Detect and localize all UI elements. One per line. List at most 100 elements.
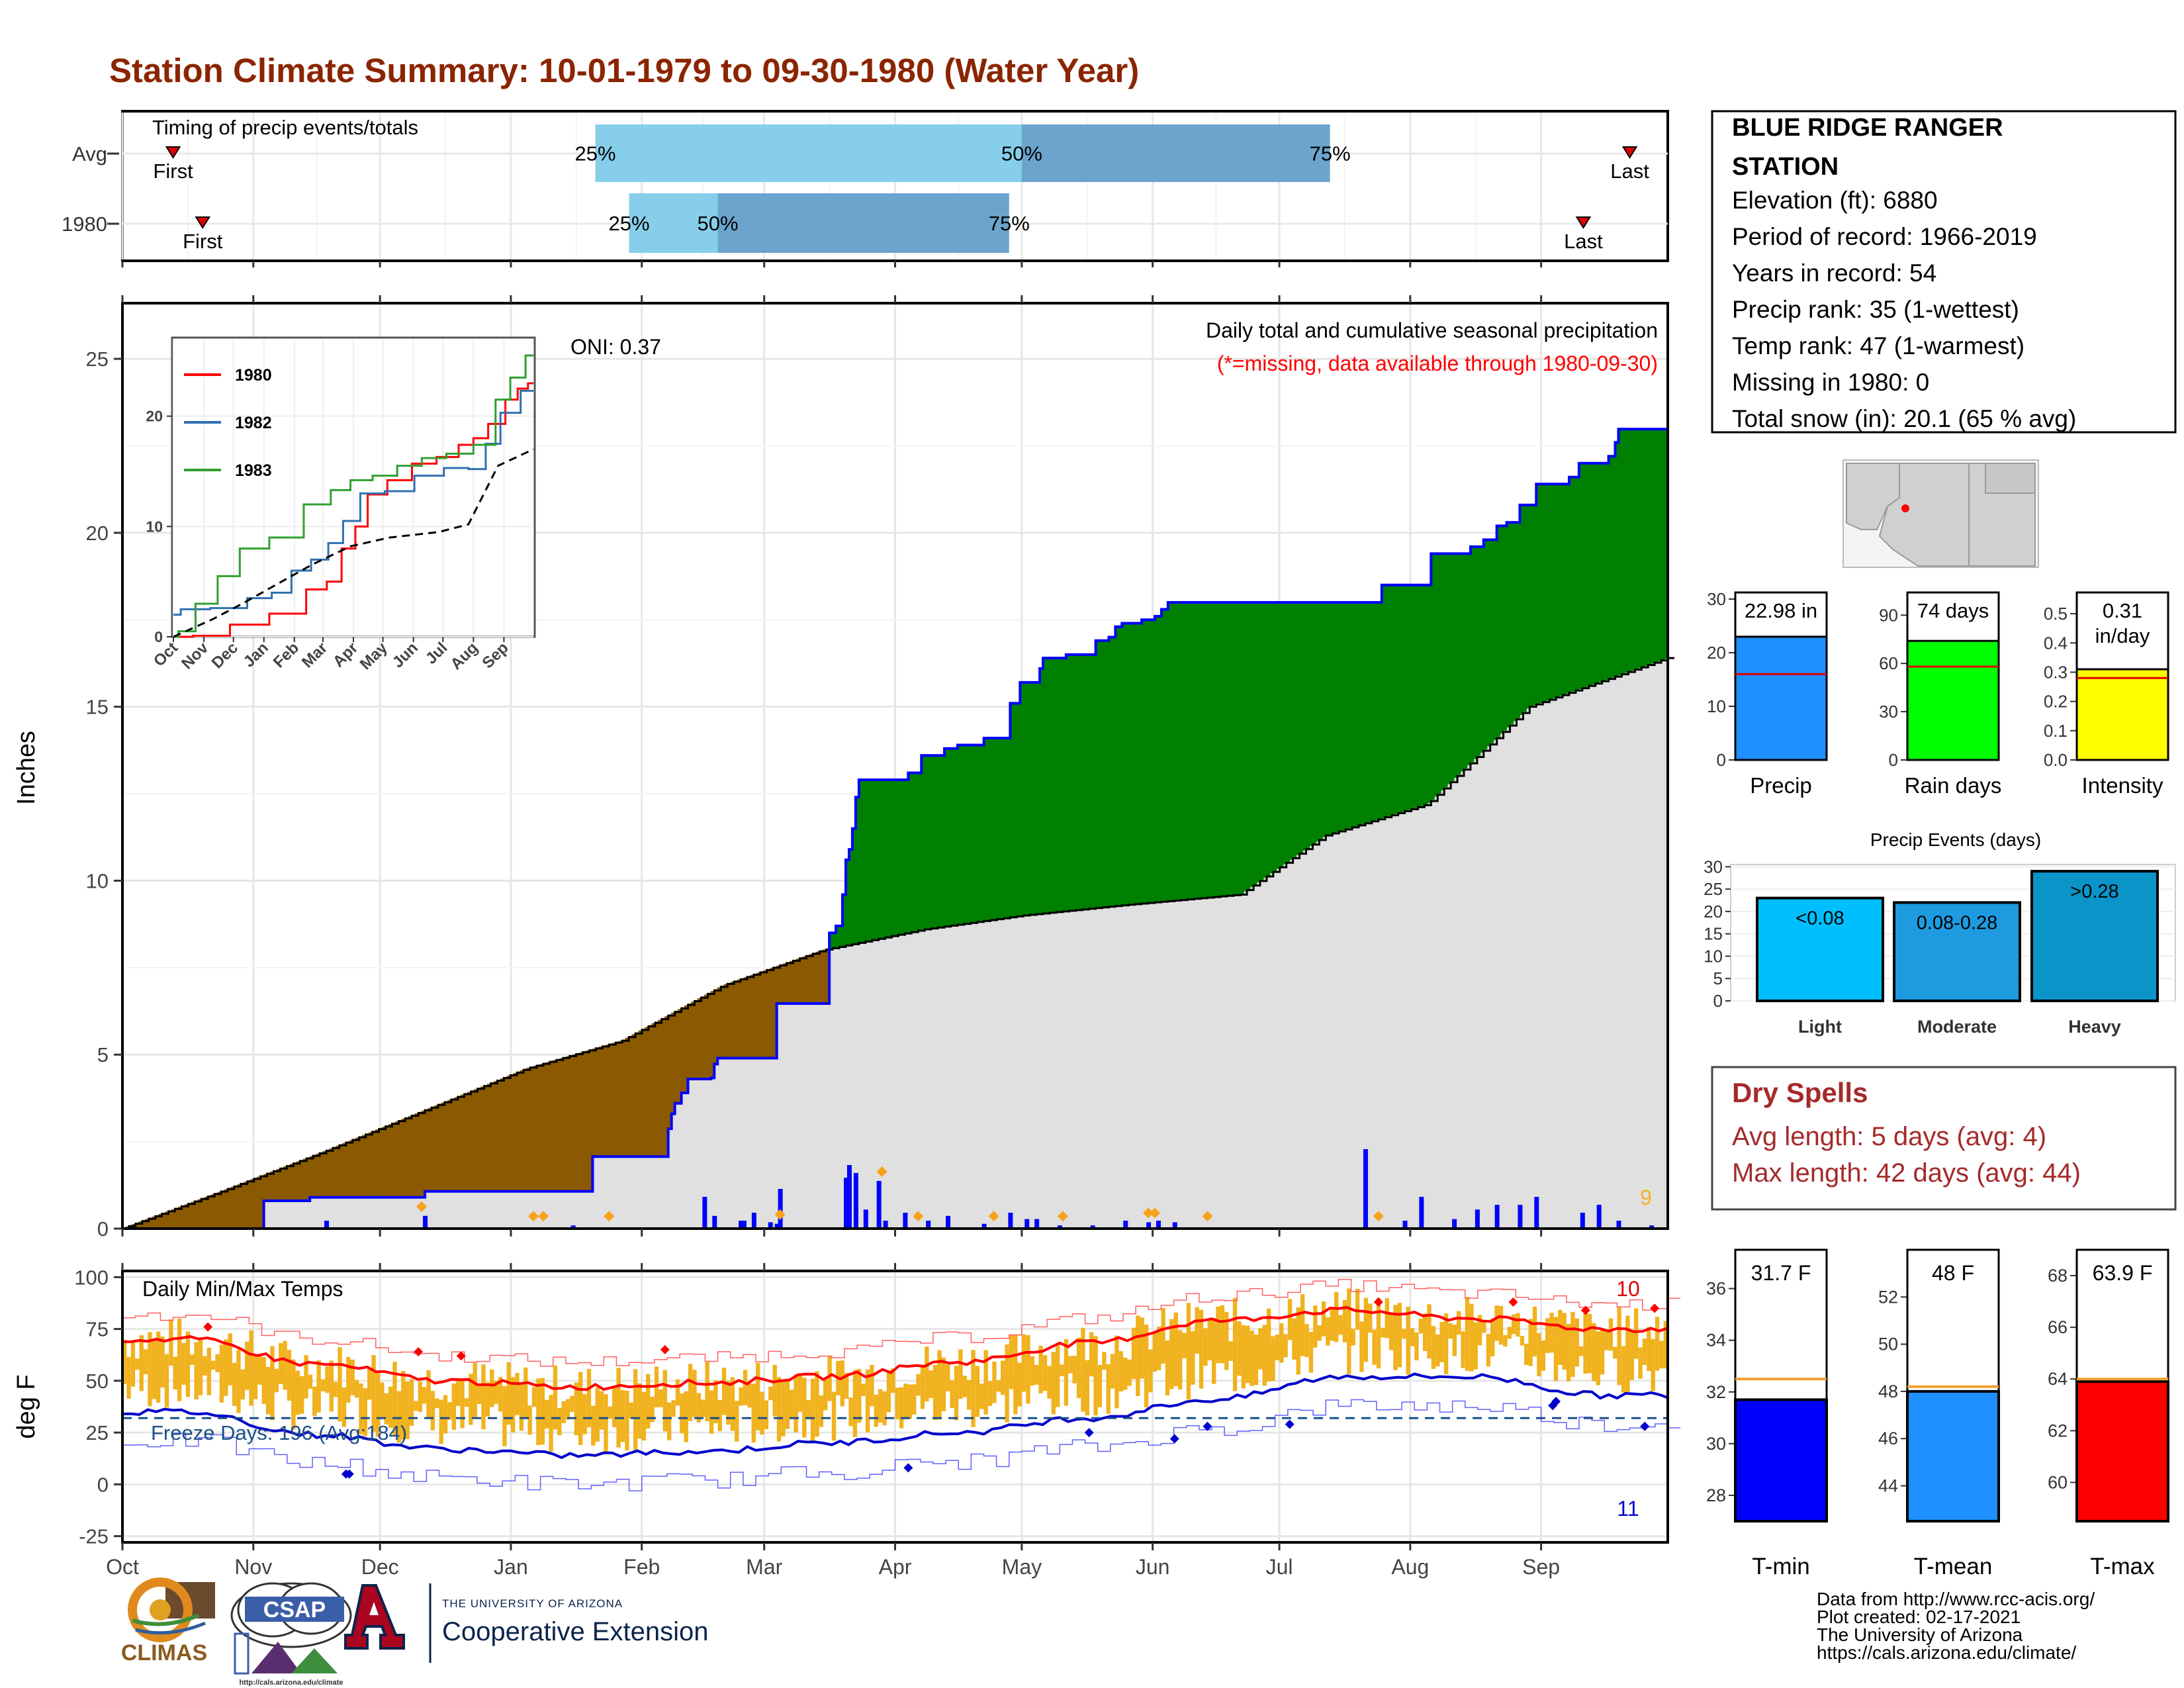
daily-temp-bar — [1482, 1321, 1486, 1333]
daily-temp-bar — [912, 1384, 917, 1415]
daily-temp-bar — [1633, 1308, 1639, 1359]
events-ytick-label: 30 — [1704, 857, 1723, 876]
precip-title: Daily total and cumulative seasonal prec… — [1206, 318, 1658, 342]
daily-precip-bar — [751, 1213, 756, 1229]
daily-temp-bar — [549, 1395, 553, 1452]
events-ytick-label: 5 — [1713, 968, 1723, 988]
daily-temp-bar — [1127, 1359, 1132, 1386]
record-low-marker — [1084, 1428, 1094, 1438]
daily-temp-bar — [367, 1368, 372, 1400]
precip-corner-count: 9 — [1640, 1186, 1652, 1209]
daily-temp-bar — [557, 1407, 562, 1436]
daily-temp-bar — [409, 1379, 414, 1426]
minibar-ytick-label: 60 — [1879, 653, 1898, 673]
timing-label-avg: Avg — [72, 142, 107, 165]
station-info-box: BLUE RIDGE RANGER STATION Elevation (ft)… — [1711, 110, 2177, 434]
daily-temp-bar — [797, 1373, 803, 1412]
daily-precip-bar — [981, 1223, 987, 1229]
daily-temp-bar — [308, 1374, 313, 1389]
daily-temp-bar — [768, 1386, 773, 1401]
tempbar-label: T-max — [2090, 1554, 2155, 1579]
precip-ylabel: Inches — [13, 731, 40, 805]
daily-temp-bar — [582, 1393, 587, 1434]
footer-line-4: https://cals.arizona.edu/climate/ — [1817, 1642, 2076, 1663]
daily-temp-bar — [1553, 1317, 1559, 1382]
events-bar-label: Heavy — [2068, 1017, 2121, 1037]
daily-temp-bar — [1613, 1346, 1617, 1359]
minibar-ytick-label: 0.1 — [2044, 721, 2068, 741]
daily-temp-bar — [1106, 1364, 1111, 1414]
timing-p50-label: 50% — [1001, 142, 1042, 165]
minibar-ytick-label: 0.4 — [2044, 633, 2068, 653]
daily-temp-bar — [392, 1362, 397, 1436]
daily-temp-bar — [1089, 1332, 1094, 1377]
daily-precip-bar — [863, 1209, 868, 1229]
daily-temp-bar — [279, 1342, 283, 1384]
daily-temp-bar — [604, 1394, 608, 1452]
station-name-line1: BLUE RIDGE RANGER — [1732, 114, 2003, 142]
record-low-marker — [1285, 1419, 1295, 1429]
inset-series-1983 — [173, 354, 533, 638]
daily-temp-bar — [625, 1390, 629, 1451]
daily-temp-bar — [996, 1380, 1001, 1392]
daily-precip-bar — [853, 1173, 858, 1229]
temp-ytick-label: 0 — [97, 1473, 109, 1496]
daily-temp-bar — [249, 1330, 253, 1406]
daily-temp-bar — [574, 1382, 579, 1436]
last-marker — [1621, 146, 1638, 159]
daily-temp-bar — [735, 1401, 739, 1442]
record-high-marker — [456, 1351, 466, 1361]
daily-temp-bar — [671, 1400, 676, 1417]
footer-line-3: The University of Arizona — [1817, 1624, 2023, 1645]
daily-temp-bar — [156, 1331, 161, 1403]
daily-temp-bar — [456, 1379, 461, 1406]
daily-temp-bar — [1477, 1315, 1482, 1346]
daily-precip-bar — [846, 1165, 852, 1229]
daily-temp-bar — [477, 1383, 482, 1404]
daily-temp-bar — [865, 1369, 870, 1432]
daily-temp-bar — [954, 1366, 959, 1421]
daily-temp-bar — [721, 1368, 727, 1415]
daily-temp-bar — [772, 1364, 777, 1417]
station-location-dot — [1901, 504, 1909, 512]
daily-temp-bar — [1592, 1323, 1596, 1382]
daily-temp-bar — [1047, 1366, 1052, 1399]
daily-temp-bar — [1283, 1334, 1288, 1358]
daily-temp-bar — [1410, 1328, 1415, 1346]
daily-temp-bar — [401, 1371, 406, 1440]
daily-temp-bar — [962, 1376, 967, 1397]
daily-temp-bar — [261, 1357, 266, 1404]
daily-temp-bar — [696, 1393, 702, 1423]
daily-temp-bar — [633, 1369, 638, 1450]
footer-line-2: Plot created: 02-17-2021 — [1817, 1607, 2021, 1627]
daily-temp-bar — [422, 1387, 427, 1404]
daily-temp-bar — [1342, 1299, 1347, 1342]
daily-temp-bar — [1566, 1324, 1571, 1382]
tempbar-ytick-label: 66 — [2048, 1317, 2068, 1337]
record-low-marker — [1640, 1421, 1650, 1431]
minibar-ytick-label: 90 — [1879, 605, 1898, 625]
daily-temp-bar — [764, 1400, 769, 1430]
ua-big-text: Cooperative Extension — [442, 1617, 708, 1646]
daily-temp-bar — [1009, 1334, 1014, 1389]
precip-ytick-label: 10 — [86, 869, 109, 892]
daily-temp-bar — [312, 1386, 317, 1417]
daily-temp-bar — [920, 1366, 925, 1409]
daily-temp-bar — [1418, 1319, 1423, 1334]
precip-marker — [1143, 1207, 1154, 1219]
daily-temp-bar — [1300, 1294, 1305, 1356]
daily-temp-bar — [992, 1361, 997, 1403]
daily-temp-bar — [878, 1389, 883, 1423]
timing-p75-label: 75% — [989, 212, 1030, 235]
temp-ytick-label: -25 — [79, 1525, 109, 1548]
daily-temp-bar — [540, 1378, 545, 1445]
precip-ytick-label: 5 — [97, 1043, 109, 1066]
daily-temp-bar — [1651, 1338, 1655, 1391]
inset-ytick-label: 20 — [146, 408, 163, 425]
daily-temp-bar — [1368, 1303, 1373, 1333]
minibar-ytick-label: 0.0 — [2044, 750, 2068, 770]
daily-temp-bar — [1397, 1303, 1402, 1368]
events-bar-text: <0.08 — [1796, 908, 1844, 929]
daily-precip-bar — [1419, 1197, 1424, 1229]
